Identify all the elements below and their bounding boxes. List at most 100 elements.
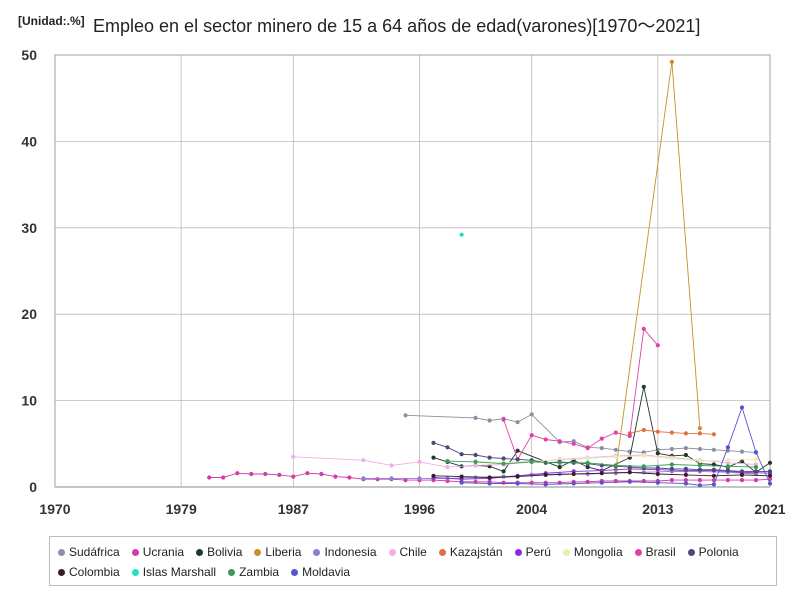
data-point bbox=[543, 482, 548, 487]
data-point bbox=[459, 480, 464, 485]
data-point bbox=[641, 427, 646, 433]
data-point bbox=[543, 437, 548, 442]
data-point bbox=[403, 413, 408, 418]
data-point bbox=[585, 465, 590, 470]
data-point bbox=[459, 232, 464, 237]
legend-row: Sudáfrica Ucrania Bolivia Liberia Indonesia C… bbox=[58, 542, 768, 562]
data-point bbox=[319, 471, 324, 477]
data-point bbox=[613, 463, 618, 468]
legend-marker bbox=[562, 548, 570, 556]
data-point bbox=[753, 457, 759, 462]
y-tick-label: 10 bbox=[21, 393, 37, 409]
data-point bbox=[725, 468, 731, 473]
data-point bbox=[221, 475, 226, 480]
legend-marker bbox=[228, 568, 236, 576]
data-point bbox=[613, 454, 618, 459]
y-tick-label: 30 bbox=[21, 220, 37, 236]
unit-label: [Unidad:.%] bbox=[18, 14, 85, 28]
x-tick-label: 1979 bbox=[166, 501, 197, 517]
data-point bbox=[641, 464, 646, 469]
legend-label: Liberia bbox=[265, 545, 302, 559]
data-point bbox=[389, 463, 394, 468]
data-point bbox=[627, 479, 632, 484]
series-line bbox=[503, 327, 659, 461]
data-point bbox=[725, 478, 731, 483]
x-tick-label: 1996 bbox=[404, 501, 435, 517]
legend-label: Moldavia bbox=[302, 565, 351, 579]
series-brasil bbox=[501, 326, 660, 462]
data-point bbox=[683, 472, 689, 477]
y-tick-labels: 0 10 20 30 40 50 bbox=[21, 47, 37, 495]
data-point bbox=[683, 452, 689, 458]
data-point bbox=[655, 471, 660, 477]
data-point bbox=[473, 415, 478, 420]
legend-label: Brasil bbox=[645, 545, 676, 559]
data-point bbox=[515, 474, 520, 479]
data-point bbox=[711, 482, 717, 487]
legend-marker bbox=[58, 548, 65, 556]
y-tick-label: 40 bbox=[21, 133, 37, 149]
data-point bbox=[515, 448, 520, 453]
data-point bbox=[641, 470, 646, 475]
data-point bbox=[711, 467, 717, 472]
data-point bbox=[683, 481, 689, 486]
legend-item: Perú bbox=[514, 545, 551, 559]
legend-item: Liberia bbox=[254, 545, 301, 559]
data-point bbox=[697, 483, 703, 488]
data-point bbox=[767, 473, 773, 478]
data-point bbox=[473, 463, 478, 468]
data-point bbox=[571, 481, 576, 486]
data-point bbox=[739, 405, 745, 410]
legend-item: Islas Marshall bbox=[131, 565, 217, 579]
data-point bbox=[697, 463, 703, 468]
plot-border bbox=[54, 54, 771, 488]
legend-label: Islas Marshall bbox=[142, 565, 217, 579]
legend-item: Chile bbox=[388, 545, 427, 559]
data-point bbox=[459, 474, 464, 479]
data-point bbox=[361, 476, 366, 481]
legend-marker bbox=[388, 548, 396, 556]
data-point bbox=[599, 436, 604, 441]
series-line bbox=[433, 386, 771, 473]
data-point bbox=[711, 447, 717, 452]
series-line bbox=[447, 460, 757, 468]
data-point bbox=[767, 469, 773, 474]
data-point bbox=[767, 460, 773, 465]
data-point bbox=[389, 476, 394, 481]
data-point bbox=[375, 477, 380, 482]
data-point bbox=[347, 475, 352, 480]
data-point bbox=[641, 453, 646, 458]
data-point bbox=[725, 464, 731, 469]
data-point bbox=[501, 461, 506, 466]
data-point bbox=[669, 478, 675, 483]
data-point bbox=[683, 466, 689, 471]
data-point bbox=[445, 445, 450, 450]
data-point bbox=[487, 475, 492, 480]
data-point bbox=[585, 446, 590, 451]
data-point bbox=[599, 446, 604, 451]
data-point bbox=[263, 471, 268, 477]
x-tick-label: 2013 bbox=[642, 501, 673, 517]
data-point bbox=[291, 474, 296, 479]
data-point bbox=[739, 472, 745, 477]
data-point bbox=[739, 449, 745, 454]
legend-item: Colombia bbox=[58, 565, 120, 579]
data-point bbox=[361, 458, 366, 463]
data-point bbox=[557, 460, 562, 465]
data-point bbox=[627, 433, 632, 439]
data-point bbox=[753, 450, 759, 455]
data-point bbox=[599, 471, 604, 476]
legend-item: Polonia bbox=[687, 545, 739, 559]
data-point bbox=[445, 459, 450, 464]
axes bbox=[54, 54, 771, 488]
legend-marker bbox=[131, 548, 139, 556]
data-point bbox=[711, 432, 717, 437]
data-point bbox=[697, 467, 703, 472]
legend-label: Chile bbox=[399, 545, 427, 559]
data-point bbox=[697, 426, 703, 431]
legend-item: Moldavia bbox=[291, 565, 350, 579]
legend-item: Mongolia bbox=[562, 545, 623, 559]
data-point bbox=[669, 466, 675, 471]
legend-label: Sudáfrica bbox=[69, 545, 120, 559]
data-point bbox=[585, 460, 590, 465]
